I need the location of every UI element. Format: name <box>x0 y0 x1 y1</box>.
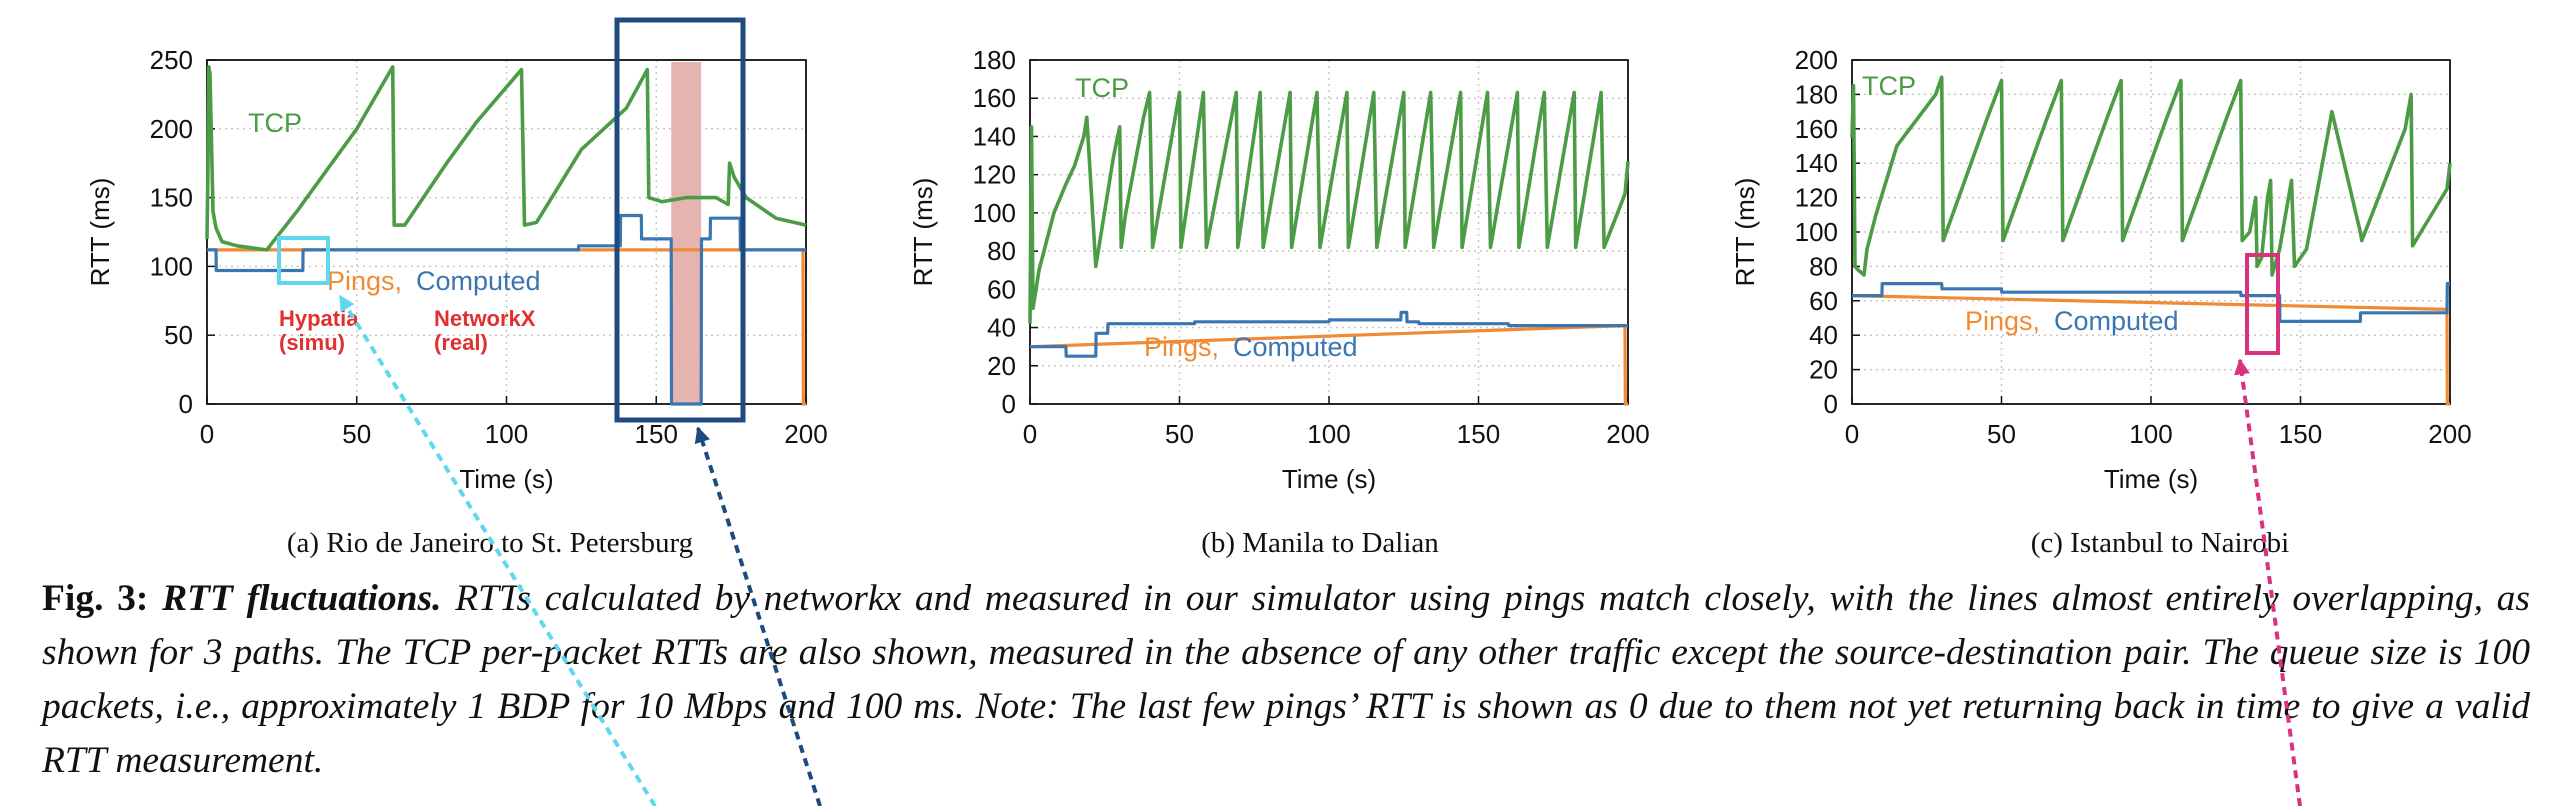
plot-frame <box>1851 59 2451 405</box>
y-tick-label: 120 <box>973 160 1016 190</box>
cyan-highlight-box <box>277 236 330 285</box>
chart-panel-1: 0 50 100 150 200 250 0 50 100 150 200 Time (s) RTT (… <box>85 45 828 559</box>
y-tick-label: 160 <box>973 83 1016 113</box>
x-axis-label: Time (s) <box>1282 464 1376 494</box>
y-tick-label: 0 <box>179 389 193 419</box>
series-line-computed <box>1852 282 2450 323</box>
x-tick-label: 0 <box>1845 419 1859 449</box>
y-tick-label: 100 <box>973 198 1016 228</box>
subcaption: (c) Istanbul to Nairobi <box>2031 527 2290 559</box>
pings-series-label: Pings, <box>1965 306 2040 336</box>
networkx-sub-label: (real) <box>434 330 488 355</box>
cyan-dashed-arrow <box>338 294 657 806</box>
highlight-overlay <box>277 17 2302 806</box>
pings-series-label: Pings, <box>327 266 402 296</box>
subcaption: (a) Rio de Janeiro to St. Petersburg <box>287 527 693 559</box>
chart-panel-2: 0 20 40 60 80 100 120 140 160 180 0 50 100 150 200 Time… <box>908 45 1650 559</box>
y-tick-label: 20 <box>987 351 1016 381</box>
shaded-outage-region <box>671 62 702 404</box>
x-tick-label: 150 <box>1457 419 1500 449</box>
y-tick-label: 160 <box>1795 114 1838 144</box>
navy-highlight-box <box>614 17 746 423</box>
pings-series-label: Pings, <box>1144 332 1219 362</box>
caption-text: RTTs calculated by networkx and measured… <box>42 578 2531 781</box>
x-axis-label: Time (s) <box>459 464 553 494</box>
y-tick-label: 100 <box>150 251 193 281</box>
x-tick-label: 100 <box>1307 419 1350 449</box>
x-tick-label: 200 <box>1606 419 1649 449</box>
hypatia-label: Hypatia <box>279 306 359 331</box>
tcp-series-label: TCP <box>1075 73 1129 103</box>
y-tick-label: 200 <box>150 114 193 144</box>
y-tick-label: 80 <box>987 236 1016 266</box>
y-tick-label: 120 <box>1795 183 1838 213</box>
y-tick-label: 20 <box>1809 355 1838 385</box>
computed-series-label: Computed <box>2054 306 2179 336</box>
y-tick-label: 60 <box>987 274 1016 304</box>
navy-dashed-arrow <box>694 426 822 806</box>
y-tick-label: 100 <box>1795 217 1838 247</box>
series-line-tcp <box>1850 75 2452 277</box>
y-axis-label: RTT (ms) <box>908 178 938 287</box>
series-line-tcp <box>1028 90 1630 324</box>
x-tick-label: 50 <box>1165 419 1194 449</box>
series-line-tcp <box>205 65 807 252</box>
figure-caption: Fig. 3: RTT fluctuations. RTTs calculate… <box>42 572 2530 788</box>
y-axis-label: RTT (ms) <box>85 178 115 287</box>
y-tick-label: 150 <box>150 183 193 213</box>
x-tick-label: 100 <box>485 419 528 449</box>
series-line-computed <box>207 213 806 406</box>
y-tick-label: 180 <box>1795 79 1838 109</box>
y-tick-label: 180 <box>973 45 1016 75</box>
x-axis-label: Time (s) <box>2104 464 2198 494</box>
y-tick-label: 40 <box>1809 320 1838 350</box>
series-line-pings <box>1029 324 1628 406</box>
x-tick-label: 150 <box>2279 419 2322 449</box>
computed-series-label: Computed <box>416 266 541 296</box>
hypatia-sub-label: (simu) <box>279 330 345 355</box>
tcp-series-label: TCP <box>1862 71 1916 101</box>
y-tick-label: 40 <box>987 313 1016 343</box>
computed-series-label: Computed <box>1233 332 1358 362</box>
caption-label: Fig. 3: <box>42 578 149 619</box>
x-tick-label: 50 <box>1987 419 2016 449</box>
x-tick-label: 200 <box>784 419 827 449</box>
y-tick-label: 140 <box>973 121 1016 151</box>
pink-dashed-arrow <box>2233 358 2302 806</box>
pink-highlight-box <box>2245 253 2280 355</box>
y-tick-label: 250 <box>150 45 193 75</box>
y-tick-label: 60 <box>1809 286 1838 316</box>
tcp-series-label: TCP <box>248 108 302 138</box>
x-tick-label: 0 <box>200 419 214 449</box>
x-tick-label: 50 <box>342 419 371 449</box>
y-tick-label: 0 <box>1824 389 1838 419</box>
caption-title: RTT fluctuations. <box>162 578 442 619</box>
subcaption: (b) Manila to Dalian <box>1201 527 1439 559</box>
y-tick-label: 0 <box>1002 389 1016 419</box>
networkx-label: NetworkX <box>434 306 536 331</box>
y-tick-label: 50 <box>164 320 193 350</box>
x-tick-label: 150 <box>635 419 678 449</box>
x-tick-label: 100 <box>2129 419 2172 449</box>
y-tick-label: 140 <box>1795 148 1838 178</box>
series-line-pings <box>1851 294 2450 406</box>
chart-panel-3: 0 20 40 60 80 100 120 140 160 180 200 0 50 100 150 200 T… <box>1730 45 2472 559</box>
x-tick-label: 0 <box>1023 419 1037 449</box>
y-tick-label: 80 <box>1809 251 1838 281</box>
y-tick-label: 200 <box>1795 45 1838 75</box>
x-tick-label: 200 <box>2428 419 2471 449</box>
y-axis-label: RTT (ms) <box>1730 178 1760 287</box>
series-line-computed <box>1030 310 1628 358</box>
